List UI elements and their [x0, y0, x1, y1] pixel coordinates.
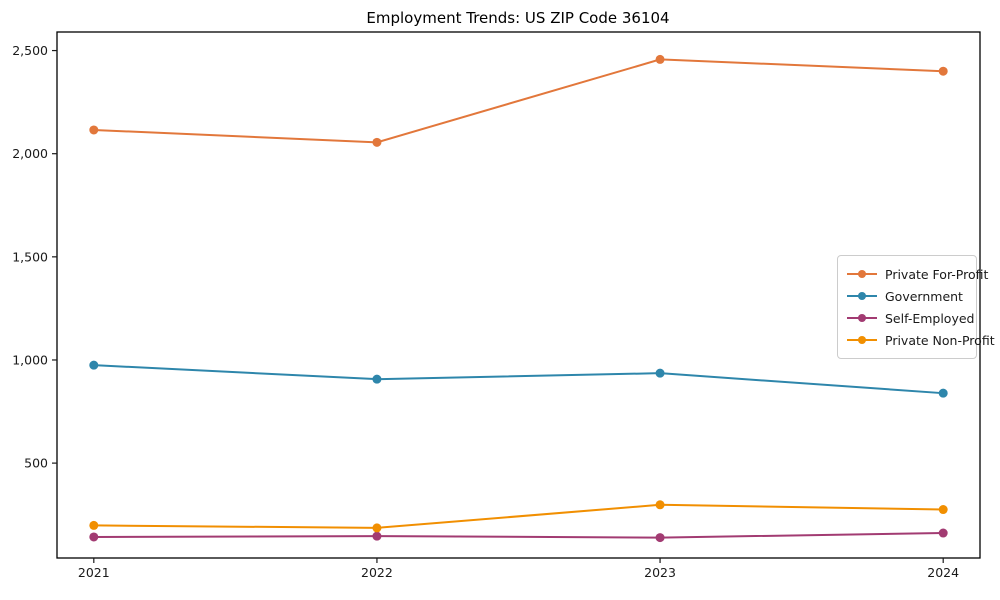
legend-item-private-non-profit: Private Non-Profit: [847, 329, 995, 351]
chart-title: Employment Trends: US ZIP Code 36104: [366, 9, 669, 27]
y-tick-label: 2,500: [12, 43, 48, 58]
data-point-marker: [655, 533, 665, 543]
plot-area: 500 1,000 1,500 2,000 2,500 2021 2022 2023 2024: [12, 31, 981, 580]
series-line: [93, 503, 944, 529]
data-point-marker: [938, 505, 948, 515]
legend-item-label: Self-Employed: [885, 310, 975, 326]
legend-item-label: Government: [885, 288, 963, 304]
chart-legend: Private For-Profit Government Self-Emplo…: [837, 255, 995, 359]
legend-item-government: Government: [847, 285, 967, 307]
legend-line-marker-icon: [847, 269, 877, 279]
data-point-marker: [655, 54, 665, 64]
data-point-marker: [938, 528, 948, 538]
data-point-marker: [89, 520, 99, 530]
data-point-marker: [655, 500, 665, 510]
plot-frame: [56, 31, 981, 559]
data-point-marker: [372, 531, 382, 541]
series-line: [93, 364, 944, 395]
data-point-marker: [372, 374, 382, 384]
data-point-marker: [89, 532, 99, 542]
legend-item-label: Private Non-Profit: [885, 332, 995, 348]
data-point-marker: [89, 125, 99, 135]
legend-line-marker-icon: [847, 335, 877, 345]
legend-line-marker-icon: [847, 291, 877, 301]
series-line: [93, 58, 944, 144]
legend-item-label: Private For-Profit: [885, 266, 989, 282]
legend-line-marker-icon: [847, 313, 877, 323]
x-tick-label: 2021: [78, 565, 110, 580]
y-tick-label: 1,500: [12, 249, 48, 264]
data-point-marker: [938, 66, 948, 76]
data-point-marker: [938, 388, 948, 398]
y-tick-label: 1,000: [12, 352, 48, 367]
x-tick-label: 2024: [927, 565, 959, 580]
y-tick-label: 2,000: [12, 146, 48, 161]
y-tick-label: 500: [24, 456, 48, 471]
data-point-marker: [655, 368, 665, 378]
legend-item-private-for-profit: Private For-Profit: [847, 263, 988, 285]
data-point-marker: [89, 360, 99, 370]
x-tick-label: 2023: [644, 565, 676, 580]
data-point-marker: [372, 137, 382, 147]
series-line: [93, 532, 944, 539]
data-point-marker: [372, 523, 382, 533]
x-tick-label: 2022: [361, 565, 393, 580]
legend-item-self-employed: Self-Employed: [847, 307, 974, 329]
